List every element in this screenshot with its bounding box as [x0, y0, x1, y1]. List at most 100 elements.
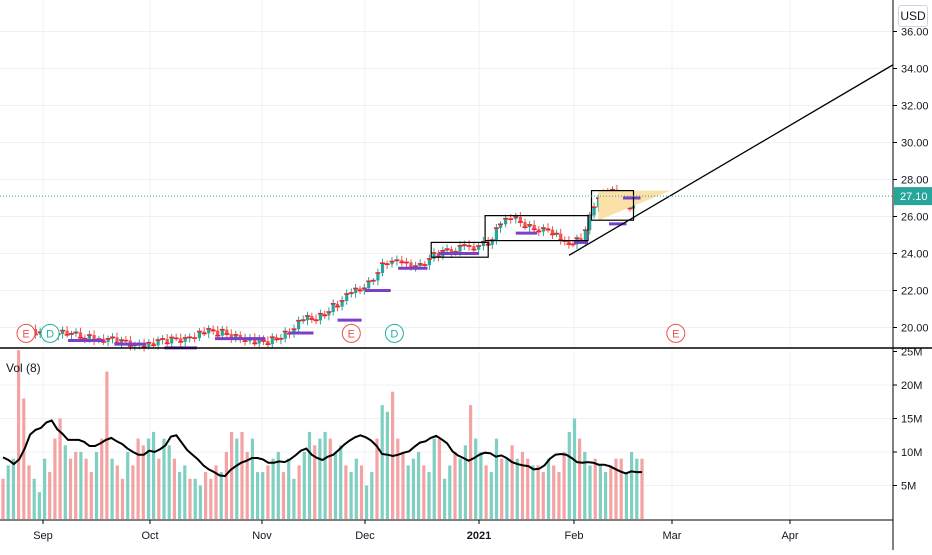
volume-bar	[443, 478, 447, 519]
volume-bar	[484, 465, 488, 519]
candle-body	[541, 228, 545, 232]
earnings-marker[interactable]	[16, 323, 36, 343]
earnings-marker[interactable]	[666, 323, 686, 343]
earnings-marker[interactable]	[341, 323, 361, 343]
volume-bar	[474, 438, 478, 519]
volume-bar	[427, 472, 431, 519]
volume-bar	[89, 472, 93, 519]
candle-body	[152, 342, 156, 346]
range-box[interactable]	[484, 215, 589, 242]
pattern-fill	[598, 190, 671, 221]
candle-body	[220, 329, 224, 336]
candle-body	[367, 281, 371, 289]
volume-bar	[58, 418, 62, 519]
volume-bar	[479, 452, 483, 519]
volume-bar	[157, 458, 161, 519]
candle-body	[318, 313, 322, 321]
volume-bar	[17, 350, 21, 519]
range-box[interactable]	[590, 190, 635, 221]
volume-bar	[359, 465, 364, 519]
volume-bar	[136, 438, 140, 519]
time-tick-label: Mar	[663, 530, 682, 542]
last-price-badge[interactable]	[894, 187, 932, 206]
candle-body	[523, 222, 527, 228]
volume-bar	[401, 452, 405, 519]
candle-body	[297, 320, 301, 330]
volume-bar	[583, 452, 587, 519]
volume-ma-line	[2, 419, 642, 478]
currency-badge[interactable]: USD	[898, 5, 928, 27]
drawings[interactable]	[0, 64, 894, 350]
volume-bar	[219, 472, 223, 519]
volume-bar	[458, 458, 462, 519]
volume-bar	[235, 438, 239, 519]
volume-bar	[162, 438, 166, 519]
candle-body	[494, 228, 498, 241]
volume-bar	[552, 465, 556, 519]
candle-body	[165, 338, 169, 344]
volume-bar	[567, 431, 571, 519]
volume-bar	[94, 452, 99, 519]
dividend-marker[interactable]	[40, 323, 60, 343]
volume-bar	[100, 438, 104, 519]
dividend-marker[interactable]	[384, 323, 404, 343]
candle-body	[87, 335, 91, 339]
volume-bar	[406, 465, 410, 519]
candle-body	[583, 230, 587, 242]
volume-bar	[74, 452, 78, 519]
volume-bar	[572, 418, 577, 519]
volume-bar	[204, 472, 208, 519]
candle-body	[490, 240, 494, 245]
event-marker-label: E	[672, 328, 679, 340]
candle-body	[514, 216, 518, 220]
candle-body	[518, 216, 522, 223]
candle-body	[477, 246, 481, 250]
price-candles	[23, 184, 636, 352]
price-tick-label: 26.00	[901, 212, 929, 224]
volume-bar	[37, 492, 41, 519]
volume-bar	[604, 472, 608, 519]
volume-bar	[11, 458, 15, 519]
time-tick-label: Sep	[33, 530, 53, 542]
candle-body	[567, 241, 571, 245]
volume-bar	[422, 465, 426, 519]
volume-bar	[562, 452, 566, 519]
candle-body	[345, 294, 349, 301]
volume-bar	[453, 452, 457, 519]
candle-body	[436, 253, 441, 257]
volume-tick-label: 25M	[901, 347, 922, 359]
candle-body	[275, 337, 279, 340]
candle-body	[432, 253, 436, 259]
trend-line[interactable]	[568, 64, 894, 256]
candle-body	[156, 340, 160, 346]
volume-bar	[79, 452, 83, 519]
price-tick-label: 28.00	[901, 175, 929, 187]
volume-bar	[281, 472, 286, 519]
volume-bar	[48, 472, 52, 519]
volume-tick-label: 10M	[901, 447, 922, 459]
candle-body	[458, 245, 462, 252]
volume-bar	[266, 465, 270, 519]
event-marker-label: E	[22, 328, 29, 340]
price-tick-label: 20.00	[901, 323, 929, 335]
candle-body	[528, 224, 532, 228]
volume-bar	[515, 458, 519, 519]
candle-body	[216, 330, 220, 336]
candle-body	[229, 334, 233, 339]
volume-bar	[271, 458, 275, 519]
volume-bar	[448, 465, 452, 519]
candle-body	[481, 241, 485, 247]
volume-bar	[624, 472, 628, 519]
candle-body	[78, 332, 83, 338]
price-tick-label: 30.00	[901, 138, 929, 150]
volume-bar	[131, 465, 135, 519]
volume-bar	[183, 465, 187, 519]
volume-bar	[307, 431, 312, 519]
volume-bar	[609, 465, 613, 519]
volume-bar	[68, 458, 73, 519]
range-box[interactable]	[430, 241, 489, 258]
volume-bar	[115, 465, 119, 519]
